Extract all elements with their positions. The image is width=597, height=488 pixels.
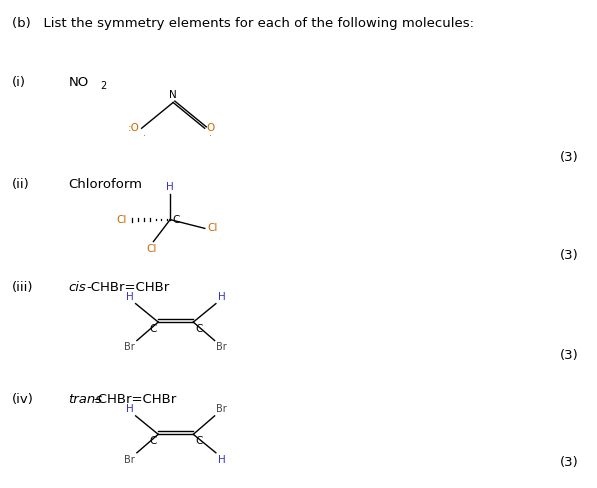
Text: Br: Br — [217, 343, 227, 352]
Text: O: O — [207, 123, 215, 133]
Text: C: C — [149, 324, 156, 333]
Text: 2: 2 — [100, 81, 106, 91]
Text: Cl: Cl — [146, 244, 157, 254]
Text: N: N — [170, 90, 177, 100]
Text: (ii): (ii) — [12, 178, 30, 191]
Text: (iii): (iii) — [12, 281, 33, 294]
Text: H: H — [218, 455, 226, 465]
Text: Br: Br — [124, 343, 135, 352]
Text: (i): (i) — [12, 76, 26, 89]
Text: NO: NO — [69, 76, 89, 89]
Text: C: C — [173, 215, 180, 224]
Text: Cl: Cl — [117, 215, 127, 224]
Text: -CHBr=CHBr: -CHBr=CHBr — [87, 281, 170, 294]
Text: Cl: Cl — [207, 224, 217, 233]
Text: ·: · — [210, 131, 213, 141]
Text: Chloroform: Chloroform — [69, 178, 143, 191]
Text: Br: Br — [124, 455, 135, 465]
Text: H: H — [126, 292, 134, 302]
Text: H: H — [218, 292, 226, 302]
Text: -CHBr=CHBr: -CHBr=CHBr — [94, 393, 177, 406]
Text: Br: Br — [217, 404, 227, 414]
Text: ·: · — [143, 131, 146, 141]
Text: C: C — [195, 324, 202, 333]
Text: H: H — [126, 404, 134, 414]
Text: (3): (3) — [561, 349, 579, 362]
Text: cis: cis — [69, 281, 87, 294]
Text: trans: trans — [69, 393, 103, 406]
Text: (b)   List the symmetry elements for each of the following molecules:: (b) List the symmetry elements for each … — [12, 17, 474, 30]
Text: (3): (3) — [561, 249, 579, 262]
Text: H: H — [167, 183, 174, 192]
Text: (iv): (iv) — [12, 393, 34, 406]
Text: (3): (3) — [561, 151, 579, 164]
Text: C: C — [195, 436, 202, 446]
Text: C: C — [149, 436, 156, 446]
Text: (3): (3) — [561, 456, 579, 469]
Text: :O: :O — [128, 123, 140, 133]
